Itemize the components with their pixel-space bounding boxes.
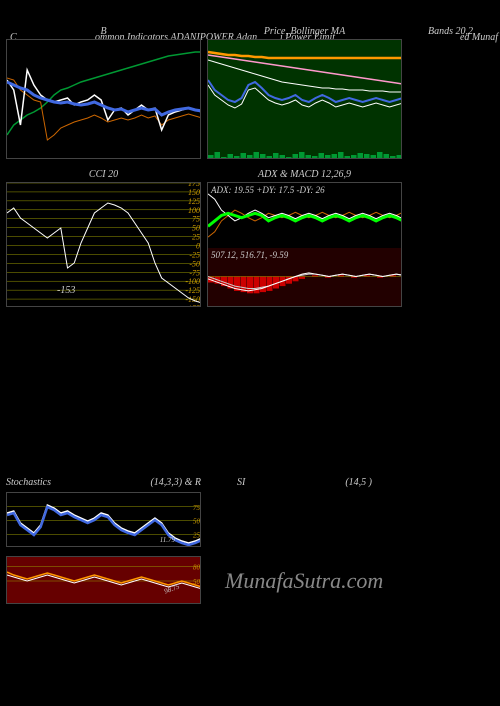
chart-b [6, 39, 201, 159]
svg-text:0: 0 [196, 242, 200, 251]
header-right: ed Munaf [460, 32, 498, 43]
svg-text:75: 75 [192, 215, 200, 224]
svg-text:100: 100 [188, 206, 200, 215]
svg-text:80: 80 [193, 564, 201, 572]
svg-text:125: 125 [188, 197, 200, 206]
adx-label: ADX: 19.55 +DY: 17.5 -DY: 26 [211, 185, 325, 195]
chart-cci-title: CCI 20 [6, 169, 201, 180]
svg-text:75: 75 [193, 504, 201, 512]
chart-cci: 1751501251007550250-25-50-75-100-125-150… [6, 182, 201, 307]
cci-value: -153 [57, 285, 75, 296]
svg-text:-75: -75 [189, 268, 200, 277]
svg-text:50: 50 [193, 518, 201, 526]
macd-label: 507.12, 516.71, -9.59 [211, 250, 288, 260]
svg-text:-50: -50 [189, 259, 200, 268]
watermark: MunafaSutra.com [225, 568, 383, 594]
svg-text:-125: -125 [185, 286, 200, 295]
stoch-title-mid: (14,3,3) & R [150, 477, 201, 488]
svg-text:25: 25 [192, 233, 200, 242]
svg-text:-175: -175 [185, 304, 200, 307]
chart-adx-macd: ADX: 19.55 +DY: 17.5 -DY: 26 507.12, 516.… [207, 182, 402, 307]
stoch-value: 11.79 [160, 536, 175, 544]
svg-text:150: 150 [188, 188, 200, 197]
chart-adx-title: ADX & MACD 12,26,9 [207, 169, 402, 180]
svg-text:50: 50 [192, 224, 200, 233]
chart-stochastics: 75 50 25 11.79 [6, 492, 201, 547]
chart-price [207, 39, 402, 159]
svg-text:25: 25 [193, 531, 201, 539]
si-title: SI [237, 477, 245, 488]
si-title-right: (14,5 ) [345, 477, 372, 488]
chart-rsi: 805098.75 [6, 556, 201, 604]
svg-text:-25: -25 [189, 250, 200, 259]
stoch-title-left: Stochastics [6, 477, 51, 488]
svg-text:-100: -100 [185, 277, 200, 286]
